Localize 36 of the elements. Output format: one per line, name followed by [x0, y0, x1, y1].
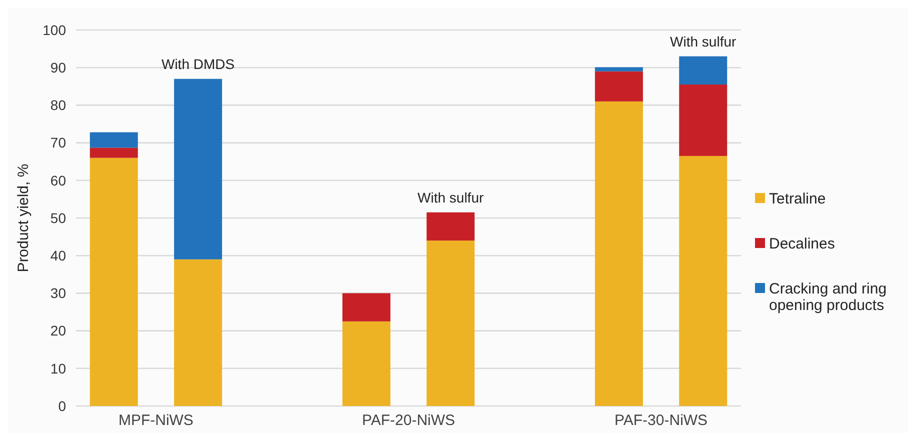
bar: [679, 156, 728, 406]
bar: [342, 293, 390, 322]
x-tick-label: MPF-NiWS: [118, 412, 194, 429]
legend-label: Tetraline: [769, 190, 826, 208]
y-tick-label: 60: [50, 172, 66, 188]
legend-label: Decalines: [769, 235, 835, 252]
y-tick-label: 40: [50, 248, 66, 264]
y-tick-label: 50: [50, 210, 66, 226]
bar: [594, 71, 643, 102]
y-tick-label: 100: [42, 22, 66, 38]
bar: [90, 148, 138, 158]
bar: [174, 78, 222, 260]
bar: [426, 240, 475, 406]
y-tick-label: 90: [50, 60, 66, 76]
bar: [594, 101, 643, 406]
y-tick-label: 10: [50, 360, 66, 376]
x-tick-label: PAF-30-NiWS: [614, 412, 708, 429]
annotation: With sulfur: [670, 33, 737, 50]
y-tick-label: 80: [50, 97, 66, 114]
y-tick-label: 20: [50, 322, 66, 339]
bar: [679, 56, 728, 85]
bar: [174, 259, 222, 406]
x-tick-label: PAF-20-NiWS: [362, 412, 456, 429]
y-tick-label: 0: [58, 398, 66, 414]
annotation: With DMDS: [161, 56, 235, 72]
annotation: With sulfur: [418, 189, 484, 206]
legend-label: Cracking and ring opening products: [769, 280, 887, 314]
bar: [679, 84, 728, 156]
bar: [90, 132, 138, 148]
bar: [90, 158, 138, 406]
y-tick-label: 70: [50, 134, 66, 151]
bar: [594, 67, 643, 72]
bar: [426, 212, 475, 241]
y-tick-label: 30: [50, 285, 66, 302]
y-axis-title: Product yield, %: [15, 164, 32, 272]
bar: [342, 321, 390, 406]
